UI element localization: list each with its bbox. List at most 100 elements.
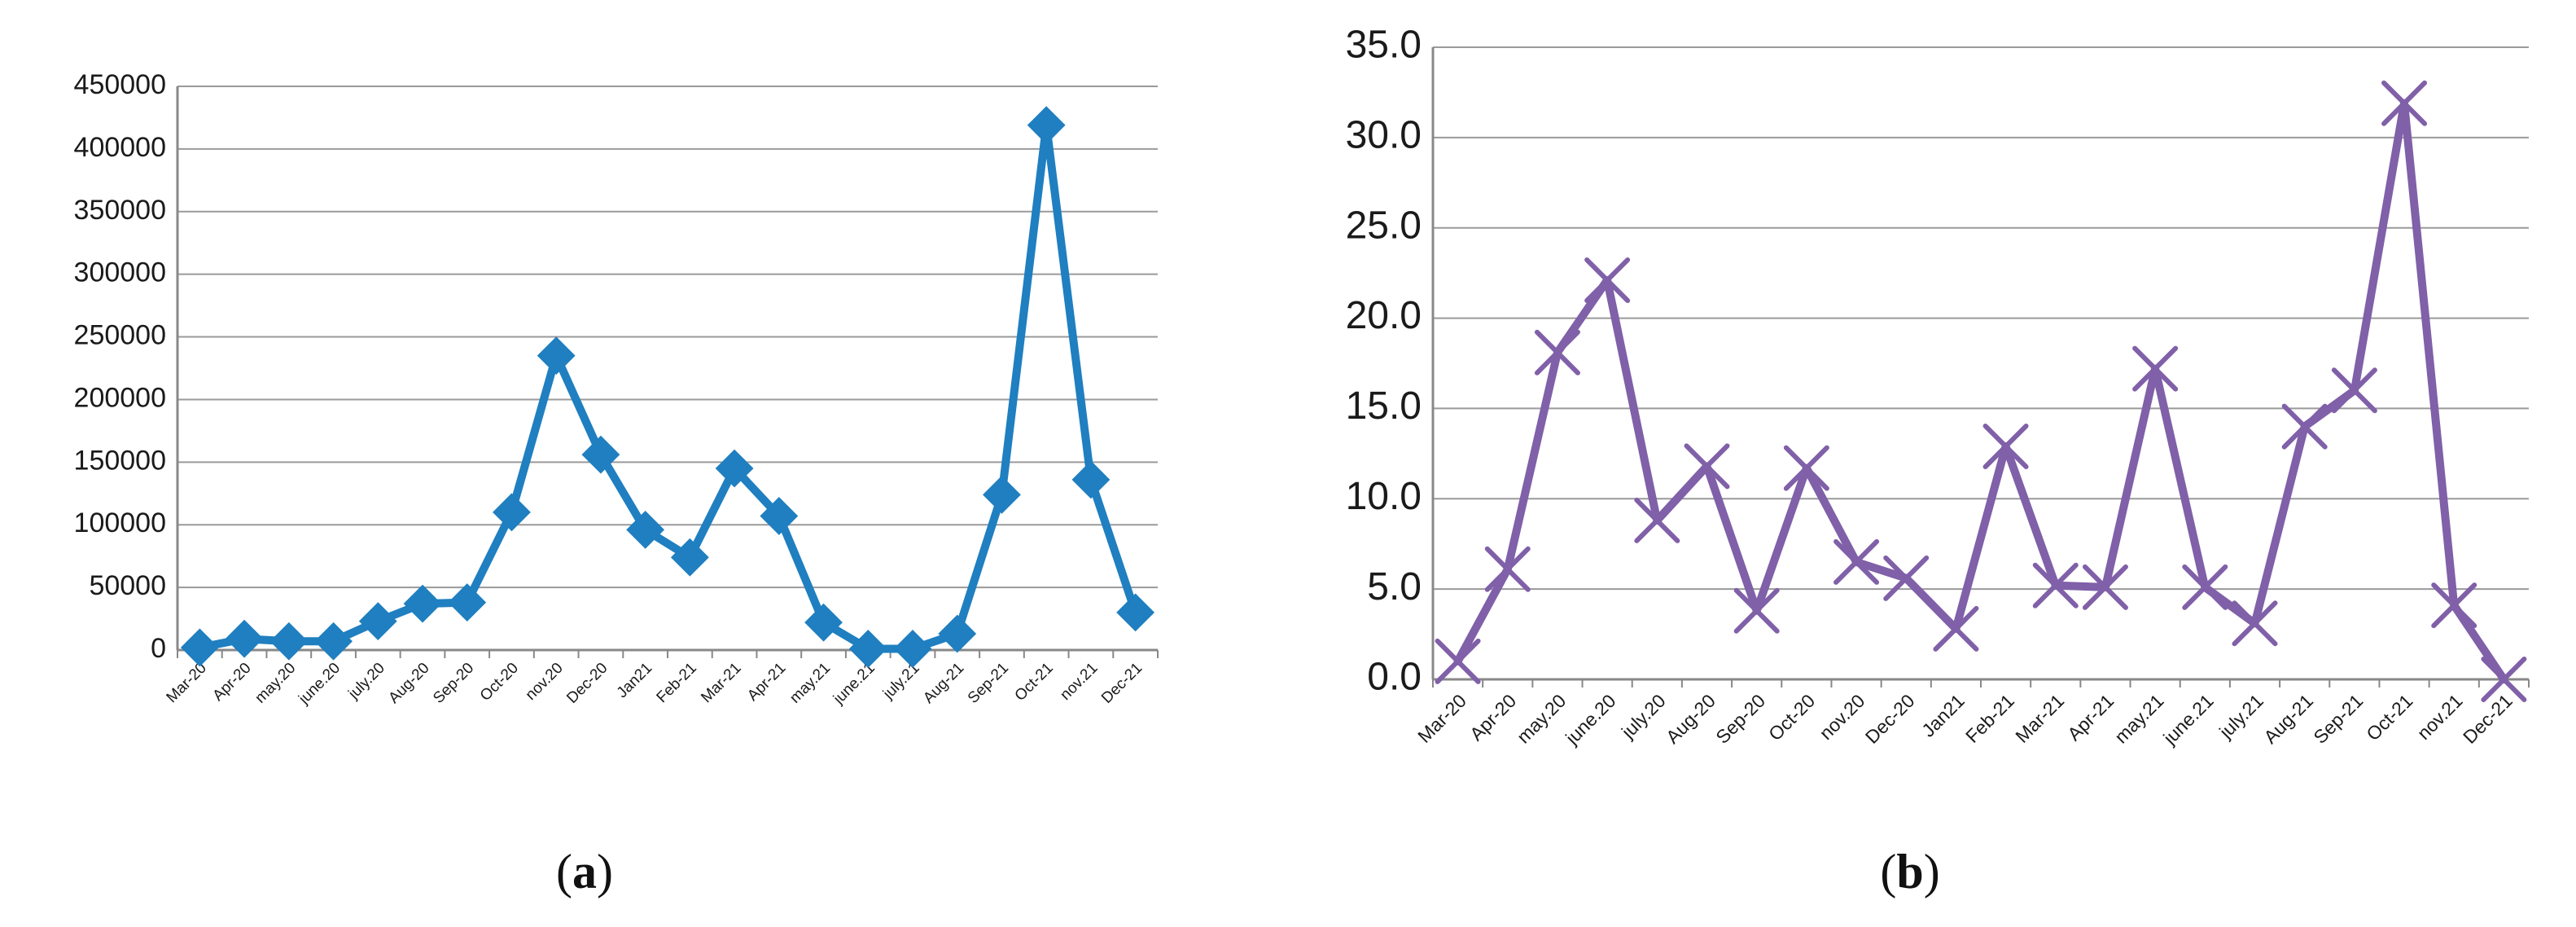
data-point (2032, 562, 2079, 608)
y-tick-label: 15.0 (1346, 384, 1422, 428)
data-point (537, 336, 576, 376)
x-tick-label: may.21 (786, 660, 834, 707)
data-point (1933, 605, 1979, 652)
series-line (195, 121, 1140, 653)
y-tick-label: 250000 (74, 320, 166, 351)
data-point (314, 622, 353, 661)
data-point (2281, 403, 2328, 450)
y-tick-label: 50000 (89, 570, 166, 601)
x-tick-label: nov.21 (1057, 660, 1101, 704)
data-point (1634, 497, 1680, 543)
x-tick-label: Sep-20 (1711, 690, 1769, 748)
markers (1435, 80, 2527, 702)
x-tick-label: Aug-21 (2259, 690, 2317, 748)
x-tick-label: Jan21 (1917, 690, 1969, 741)
data-point (2481, 657, 2527, 702)
y-tick-label: 10.0 (1346, 475, 1422, 518)
markers (180, 106, 1155, 668)
x-tick-label: Sep-20 (430, 660, 477, 707)
x-tick-label: Jan21 (614, 660, 655, 701)
x-tick-label: june.20 (295, 660, 344, 709)
x-tick-label: Sep-21 (965, 660, 1012, 707)
x-tick-label: july.20 (1617, 690, 1670, 743)
data-point (493, 493, 531, 532)
y-axis: 0.0 5.0 10.0 15.0 20.0 25.0 30.0 35.0 (1346, 24, 1422, 699)
y-tick-label: 200000 (74, 382, 166, 413)
data-point (670, 538, 709, 577)
x-tick-label: Dec-21 (1098, 660, 1146, 707)
data-point (893, 630, 932, 668)
x-tick-label: may.20 (252, 660, 299, 707)
x-tick-label: Apr-20 (1465, 690, 1520, 745)
x-tick-label: Mar-21 (698, 660, 744, 706)
x-tick-label: Mar-20 (164, 660, 210, 706)
x-tick-label: june.21 (2158, 690, 2217, 749)
y-tick-label: 300000 (74, 257, 166, 288)
y-tick-label: 25.0 (1346, 204, 1422, 247)
y-tick-label: 450000 (74, 69, 166, 100)
data-point (2232, 600, 2278, 647)
x-tick-label: may.20 (1513, 690, 1571, 748)
data-point (1783, 445, 1829, 491)
data-point (760, 497, 799, 535)
data-point (581, 435, 620, 474)
y-tick-label: 35.0 (1346, 24, 1422, 67)
data-point (1584, 257, 1631, 304)
data-point (983, 475, 1021, 514)
data-point (1534, 329, 1580, 376)
x-tick-label: Oct-21 (1012, 660, 1057, 705)
data-point (1883, 555, 1930, 601)
x-tick-label: Oct-21 (2362, 690, 2416, 745)
data-point (1833, 538, 1880, 585)
x-tick-label: Dec-20 (563, 660, 611, 707)
data-point (269, 622, 309, 661)
x-tick-label: nov.21 (2413, 690, 2467, 744)
x-tick-label: Apr-21 (744, 660, 789, 705)
x-tick-label: Aug-20 (385, 660, 432, 707)
x-tick-label: july.21 (2215, 690, 2267, 743)
y-tick-label: 350000 (74, 195, 166, 226)
data-point (1435, 638, 1481, 684)
y-tick-label: 0 (151, 633, 166, 664)
data-point (2132, 345, 2179, 392)
data-point (804, 603, 843, 642)
x-tick-label: july.21 (879, 660, 922, 703)
x-tick-label: Aug-20 (1662, 690, 1720, 748)
x-tick-label: Mar-20 (1413, 690, 1470, 747)
data-point (225, 619, 264, 658)
data-point (1116, 593, 1155, 632)
y-tick-label: 5.0 (1367, 565, 1422, 608)
y-tick-label: 30.0 (1346, 114, 1422, 157)
data-point (2082, 564, 2128, 610)
data-point (403, 584, 442, 623)
x-tick-label: Apr-20 (209, 660, 254, 705)
x-tick-label: Sep-21 (2309, 690, 2367, 748)
data-point (358, 602, 397, 641)
y-tick-label: 400000 (74, 132, 166, 163)
x-tick-label: nov.20 (523, 660, 567, 704)
data-point (626, 510, 665, 549)
data-point (2182, 564, 2228, 610)
gridlines (177, 86, 1158, 652)
series-line (1453, 99, 2508, 683)
x-tick-label: june.21 (830, 660, 878, 709)
data-point (448, 583, 487, 622)
data-point (1027, 106, 1066, 145)
x-tick-label: Oct-20 (1764, 690, 1819, 745)
data-point (1484, 546, 1531, 592)
data-point (1982, 423, 2029, 469)
data-point (2331, 367, 2377, 414)
x-axis: Mar-20Apr-20may.20june.20july.20Aug-20Se… (1413, 679, 2530, 749)
y-tick-label: 100000 (74, 507, 166, 538)
data-point (2431, 582, 2477, 629)
x-tick-label: Dec-20 (1861, 690, 1919, 748)
data-point (1684, 443, 1730, 490)
x-tick-label: Feb-21 (1961, 690, 2018, 747)
data-point (848, 630, 887, 668)
x-tick-label: july.20 (344, 660, 388, 703)
gridlines (1433, 46, 2529, 681)
x-tick-label: may.21 (2110, 690, 2168, 748)
data-point (1733, 587, 1780, 634)
